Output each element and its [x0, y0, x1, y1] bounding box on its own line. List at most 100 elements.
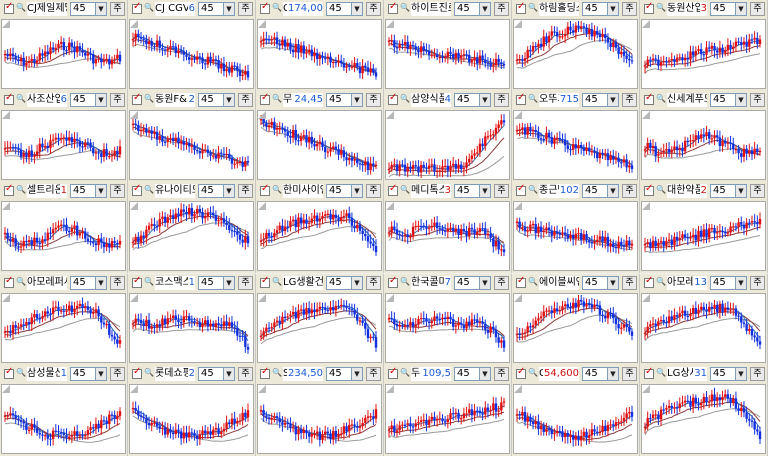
- check-icon[interactable]: [644, 366, 654, 379]
- check-icon[interactable]: [644, 275, 654, 288]
- period-input[interactable]: 45: [70, 184, 96, 198]
- chevron-down-icon[interactable]: ▼: [736, 367, 747, 381]
- chevron-down-icon[interactable]: ▼: [96, 2, 107, 16]
- period-cycle-button[interactable]: 주: [110, 93, 125, 107]
- period-cycle-button[interactable]: 주: [366, 184, 381, 198]
- check-icon[interactable]: [260, 183, 270, 196]
- resize-grip-icon[interactable]: [642, 20, 650, 28]
- period-cycle-button[interactable]: 주: [110, 184, 125, 198]
- search-icon[interactable]: 🔍: [528, 94, 538, 103]
- stock-name-field[interactable]: 삼성물산 1: [27, 367, 67, 381]
- chevron-down-icon[interactable]: ▼: [96, 93, 107, 107]
- search-icon[interactable]: 🔍: [272, 368, 282, 377]
- resize-grip-icon[interactable]: [514, 20, 522, 28]
- stock-name-field[interactable]: CJ174,00: [283, 2, 323, 16]
- check-icon[interactable]: [388, 1, 398, 14]
- search-icon[interactable]: 🔍: [656, 368, 666, 377]
- search-icon[interactable]: 🔍: [144, 368, 154, 377]
- stock-name-field[interactable]: 한국콜마 7: [411, 276, 451, 290]
- candlestick-chart[interactable]: [257, 110, 382, 180]
- stock-name-field[interactable]: 무학 24,45: [283, 93, 323, 107]
- period-cycle-button[interactable]: 주: [622, 367, 637, 381]
- candlestick-chart[interactable]: [641, 384, 766, 454]
- chevron-down-icon[interactable]: ▼: [224, 93, 235, 107]
- chevron-down-icon[interactable]: ▼: [736, 276, 747, 290]
- resize-grip-icon[interactable]: [642, 294, 650, 302]
- period-cycle-button[interactable]: 주: [366, 367, 381, 381]
- chevron-down-icon[interactable]: ▼: [96, 367, 107, 381]
- period-input[interactable]: 45: [198, 367, 224, 381]
- period-input[interactable]: 45: [582, 2, 608, 16]
- search-icon[interactable]: 🔍: [528, 368, 538, 377]
- resize-grip-icon[interactable]: [514, 385, 522, 393]
- period-input[interactable]: 45: [582, 367, 608, 381]
- search-icon[interactable]: 🔍: [144, 3, 154, 12]
- period-input[interactable]: 45: [70, 276, 96, 290]
- search-icon[interactable]: 🔍: [400, 94, 410, 103]
- chevron-down-icon[interactable]: ▼: [224, 276, 235, 290]
- period-input[interactable]: 45: [710, 367, 736, 381]
- chevron-down-icon[interactable]: ▼: [480, 2, 491, 16]
- search-icon[interactable]: 🔍: [528, 277, 538, 286]
- chevron-down-icon[interactable]: ▼: [352, 367, 363, 381]
- period-input[interactable]: 45: [710, 93, 736, 107]
- candlestick-chart[interactable]: [1, 384, 126, 454]
- period-input[interactable]: 45: [454, 367, 480, 381]
- resize-grip-icon[interactable]: [386, 111, 394, 119]
- period-cycle-button[interactable]: 주: [238, 367, 253, 381]
- period-cycle-button[interactable]: 주: [622, 93, 637, 107]
- period-cycle-button[interactable]: 주: [494, 276, 509, 290]
- check-icon[interactable]: [388, 275, 398, 288]
- period-input[interactable]: 45: [710, 2, 736, 16]
- chevron-down-icon[interactable]: ▼: [224, 2, 235, 16]
- period-input[interactable]: 45: [326, 184, 352, 198]
- period-cycle-button[interactable]: 주: [494, 367, 509, 381]
- check-icon[interactable]: [516, 183, 526, 196]
- candlestick-chart[interactable]: [129, 201, 254, 271]
- stock-name-field[interactable]: 에이블씨엔씨: [539, 276, 579, 290]
- stock-name-field[interactable]: 셀트리온 1: [27, 184, 67, 198]
- resize-grip-icon[interactable]: [2, 202, 10, 210]
- stock-name-field[interactable]: 코스맥스 1: [155, 276, 195, 290]
- search-icon[interactable]: 🔍: [272, 277, 282, 286]
- search-icon[interactable]: 🔍: [272, 185, 282, 194]
- candlestick-chart[interactable]: [641, 293, 766, 363]
- stock-name-field[interactable]: 오뚜기 715: [539, 93, 579, 107]
- resize-grip-icon[interactable]: [514, 294, 522, 302]
- candlestick-chart[interactable]: [385, 110, 510, 180]
- check-icon[interactable]: [516, 92, 526, 105]
- resize-grip-icon[interactable]: [514, 111, 522, 119]
- period-input[interactable]: 45: [454, 2, 480, 16]
- period-cycle-button[interactable]: 주: [110, 367, 125, 381]
- chevron-down-icon[interactable]: ▼: [736, 184, 747, 198]
- resize-grip-icon[interactable]: [642, 385, 650, 393]
- period-cycle-button[interactable]: 주: [750, 184, 765, 198]
- check-icon[interactable]: [644, 1, 654, 14]
- period-input[interactable]: 45: [326, 2, 352, 16]
- candlestick-chart[interactable]: [641, 201, 766, 271]
- period-input[interactable]: 45: [198, 93, 224, 107]
- chevron-down-icon[interactable]: ▼: [352, 93, 363, 107]
- stock-name-field[interactable]: 동원산업 3: [667, 2, 707, 16]
- period-cycle-button[interactable]: 주: [366, 276, 381, 290]
- check-icon[interactable]: [4, 275, 14, 288]
- resize-grip-icon[interactable]: [130, 385, 138, 393]
- period-cycle-button[interactable]: 주: [110, 276, 125, 290]
- search-icon[interactable]: 🔍: [400, 277, 410, 286]
- check-icon[interactable]: [4, 366, 14, 379]
- candlestick-chart[interactable]: [1, 110, 126, 180]
- check-icon[interactable]: [132, 366, 142, 379]
- period-cycle-button[interactable]: 주: [494, 2, 509, 16]
- period-cycle-button[interactable]: 주: [622, 276, 637, 290]
- resize-grip-icon[interactable]: [2, 385, 10, 393]
- search-icon[interactable]: 🔍: [400, 3, 410, 12]
- period-input[interactable]: 45: [326, 276, 352, 290]
- candlestick-chart[interactable]: [257, 19, 382, 89]
- resize-grip-icon[interactable]: [258, 294, 266, 302]
- chevron-down-icon[interactable]: ▼: [480, 367, 491, 381]
- chevron-down-icon[interactable]: ▼: [352, 2, 363, 16]
- chevron-down-icon[interactable]: ▼: [224, 367, 235, 381]
- candlestick-chart[interactable]: [513, 110, 638, 180]
- candlestick-chart[interactable]: [257, 293, 382, 363]
- period-cycle-button[interactable]: 주: [238, 184, 253, 198]
